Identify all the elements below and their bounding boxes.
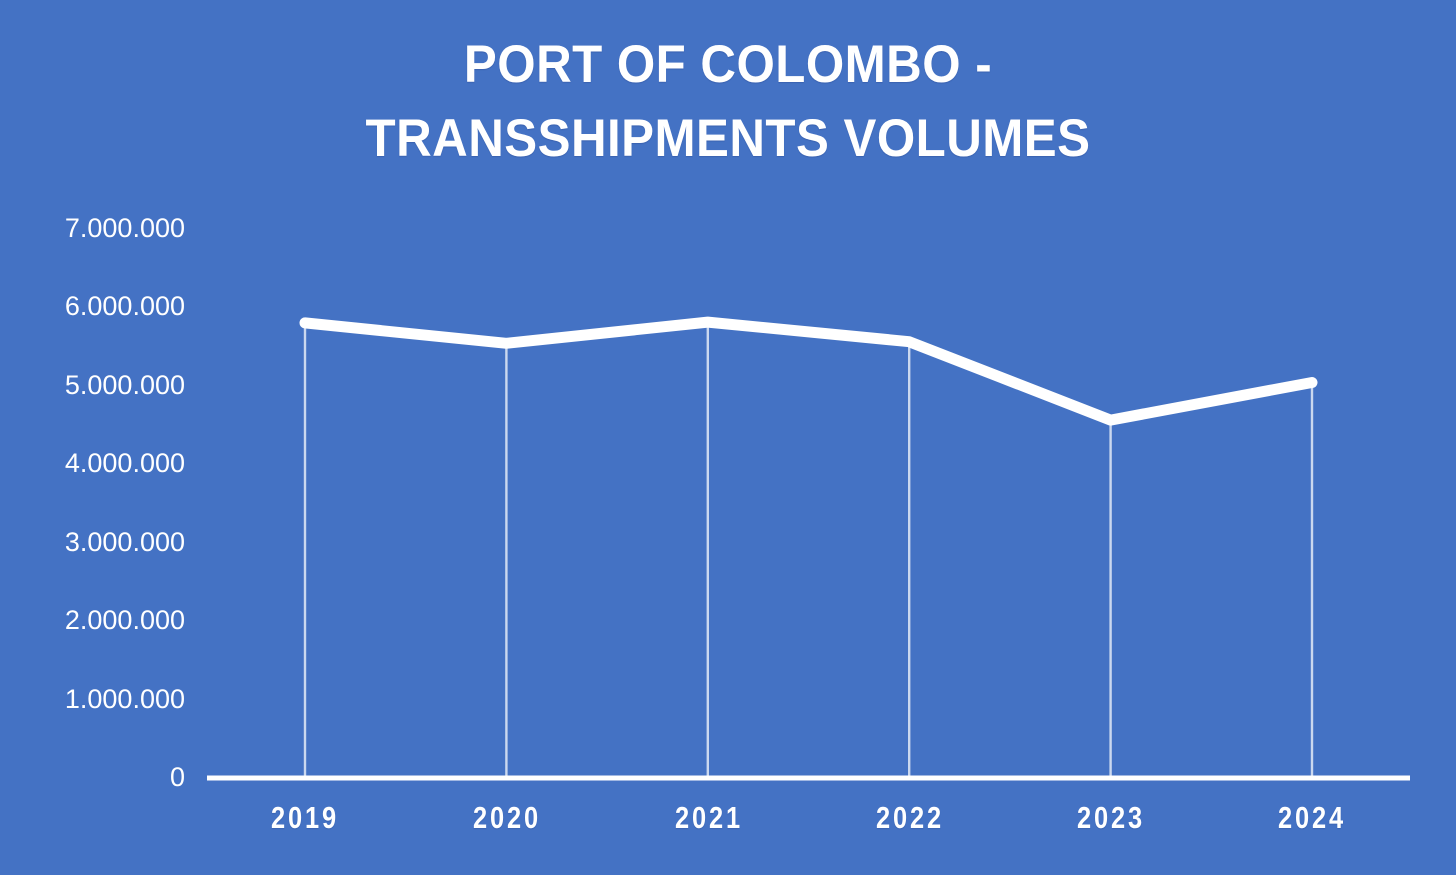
x-tick-label-2024: 2024 bbox=[1277, 800, 1347, 835]
y-tick-label-7000000: 7.000.000 bbox=[64, 213, 185, 243]
x-tick-label-2020: 2020 bbox=[472, 800, 542, 835]
x-tick-label-2023: 2023 bbox=[1076, 800, 1146, 835]
y-tick-label-5000000: 5.000.000 bbox=[64, 370, 185, 400]
y-tick-label-4000000: 4.000.000 bbox=[64, 448, 185, 478]
y-tick-label-0: 0 bbox=[169, 762, 185, 792]
x-tick-label-2019: 2019 bbox=[270, 800, 340, 835]
y-tick-label-1000000: 1.000.000 bbox=[64, 684, 185, 714]
y-tick-label-3000000: 3.000.000 bbox=[64, 527, 185, 557]
data-series-line bbox=[299, 316, 1318, 426]
y-tick-label-6000000: 6.000.000 bbox=[64, 291, 185, 321]
x-tick-label-2021: 2021 bbox=[674, 800, 744, 835]
chart-title: PORT OF COLOMBO - TRANSSHIPMENTS VOLUMES bbox=[365, 35, 1091, 168]
y-tick-label-2000000: 2.000.000 bbox=[64, 605, 185, 635]
x-tick-label-2022: 2022 bbox=[875, 800, 945, 835]
drop-lines-group bbox=[303, 322, 1314, 777]
